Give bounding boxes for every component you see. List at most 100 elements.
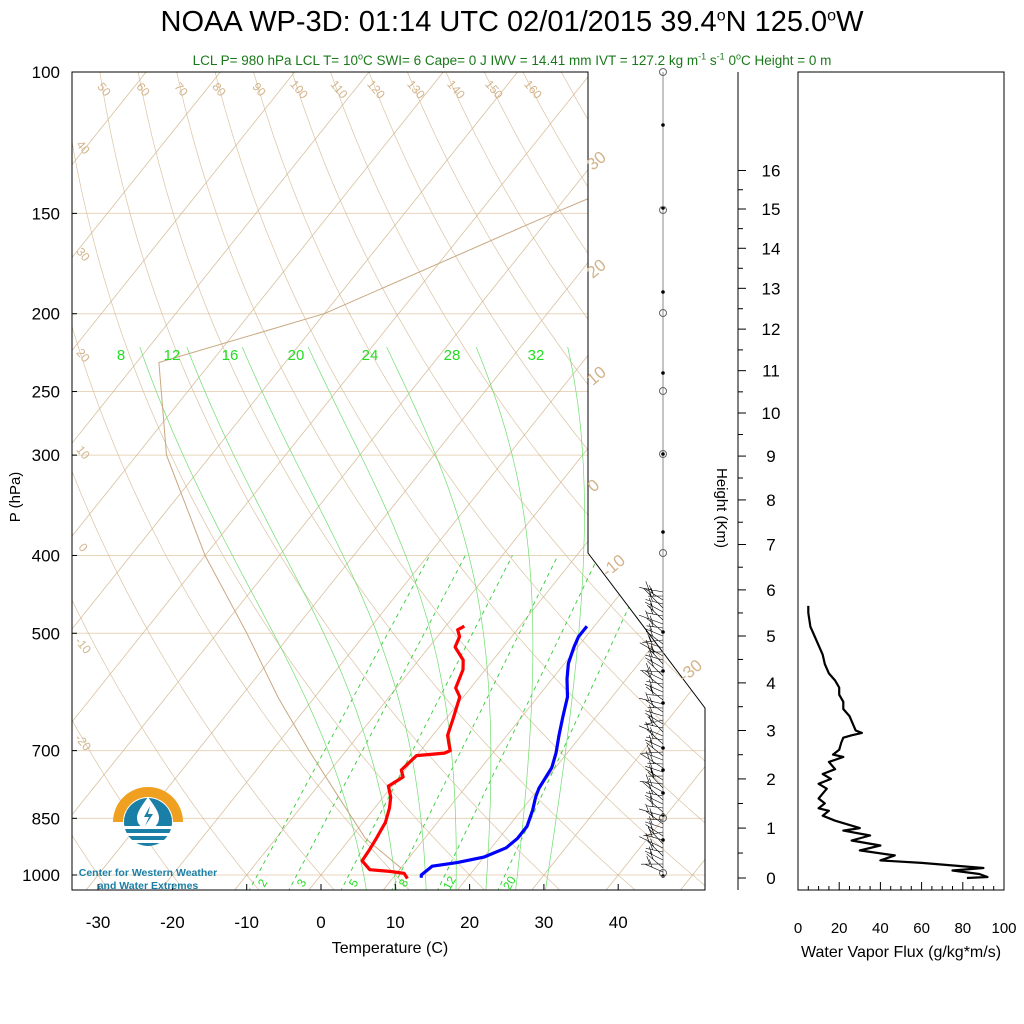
height-axis-title: Height (Km): [713, 468, 730, 548]
height-tick-label: 2: [766, 770, 775, 789]
temp-tick-label: 0: [316, 913, 325, 932]
logo-sun-arc: [113, 787, 183, 822]
height-tick-label: 16: [762, 161, 781, 180]
skewt-grid: [72, 72, 1024, 892]
moist-adiabat: [307, 346, 457, 890]
isotherm-line: [753, 72, 1024, 892]
temp-tick-label: 10: [386, 913, 405, 932]
flux-tick-label: 20: [831, 920, 848, 937]
mixing-ratio-bottom-label: 5: [346, 876, 362, 889]
flux-tick-label: 100: [991, 920, 1016, 937]
barb-calm-marker: [659, 869, 667, 877]
mixing-ratio-top-label: 12: [164, 347, 181, 364]
mixing-ratio-top-label: 32: [528, 347, 545, 364]
dry-adiabat: [72, 72, 337, 890]
barb-point-marker: [661, 768, 665, 772]
dry-adiabat: [291, 72, 705, 890]
mixing-ratio-top-label: 20: [288, 347, 305, 364]
mixing-ratio-bottom-label: 8: [396, 876, 412, 889]
mixing-ratio-line: [496, 555, 654, 890]
flux-tick-label: 80: [954, 920, 971, 937]
isotherm-right-label: 10: [583, 362, 610, 389]
isotherm-right-label: 0: [584, 475, 603, 496]
pressure-tick-label: 850: [32, 809, 60, 828]
height-tick-label: 1: [766, 819, 775, 838]
isotherm-line: [72, 72, 593, 890]
barb-point-marker: [661, 123, 665, 127]
barb-point-marker: [661, 371, 665, 375]
height-tick-label: 8: [766, 491, 775, 510]
height-tick-label: 12: [762, 320, 781, 339]
temp-tick-label: 40: [609, 913, 628, 932]
parcel-path: [158, 72, 705, 876]
logo-line2: and Water Extremes: [98, 880, 199, 892]
dry-adiabat: [72, 72, 186, 890]
isotherm-left-label: 30: [73, 245, 93, 264]
height-tick-label: 9: [766, 447, 775, 466]
temp-tick-label: -10: [234, 913, 259, 932]
dry-adiabat: [72, 72, 261, 890]
isotherm-left-label: 10: [73, 443, 93, 462]
y-axis-title: P (hPa): [7, 472, 24, 523]
isotherm-right-label: 30: [583, 147, 610, 174]
chart-title: NOAA WP-3D: 01:14 UTC 02/01/2015 39.4oN …: [0, 6, 1024, 39]
barb-calm-marker: [659, 549, 667, 557]
temp-tick-label: 20: [460, 913, 479, 932]
isotherm-top-label: 160: [521, 77, 545, 102]
height-tick-label: 7: [766, 536, 775, 555]
wind-barbs-dense: [638, 581, 664, 873]
height-tick-label: 13: [762, 279, 781, 298]
mixing-ratio-bottom-label: 20: [500, 873, 519, 892]
isotherm-top-label: 100: [287, 77, 311, 102]
isotherm-top-label: 60: [133, 80, 153, 99]
profiles: [158, 72, 705, 880]
pressure-tick-label: 1000: [22, 866, 60, 885]
barb-point-marker: [661, 530, 665, 534]
flux-axis-title: Water Vapor Flux (g/kg*m/s): [801, 944, 1001, 961]
temp-tick-label: -30: [86, 913, 111, 932]
dry-adiabat: [72, 72, 412, 890]
dewpoint-profile: [419, 625, 589, 878]
barb-calm-marker: [659, 814, 667, 822]
height-tick-label: 5: [766, 627, 775, 646]
cw3e-logo: Center for Western Weather and Water Ext…: [79, 787, 217, 892]
isotherm-right-label: -10: [598, 551, 629, 581]
dry-adiabat: [637, 72, 705, 890]
moist-adiabat: [186, 346, 397, 890]
isotherm-line: [72, 72, 221, 890]
temp-tick-label: -20: [160, 913, 185, 932]
barb-point-marker: [661, 669, 665, 673]
isotherm-line: [72, 72, 370, 890]
isotherm-top-label: 110: [328, 78, 351, 102]
isotherm-top-label: 130: [404, 77, 428, 102]
flux-tick-label: 60: [913, 920, 930, 937]
pressure-tick-label: 200: [32, 305, 60, 324]
height-tick-label: 3: [766, 722, 775, 741]
isotherm-line: [72, 72, 667, 890]
dry-adiabat: [214, 72, 705, 890]
dry-adiabat: [137, 72, 638, 890]
barb-calm-marker: [659, 206, 667, 214]
pressure-tick-label: 400: [32, 546, 60, 565]
dry-adiabat: [99, 72, 563, 890]
dry-adiabat: [483, 72, 705, 890]
dry-adiabat: [715, 72, 1024, 892]
isotherm-line: [827, 72, 1024, 892]
isotherm-top-label: 140: [444, 77, 468, 102]
isotherm-left-label: 20: [73, 346, 93, 365]
isotherm-top-label: 80: [209, 80, 229, 99]
flux-panel: 0 20 40 60 80 100 Water Vapor Flux (g/kg*m/s): [794, 71, 1017, 961]
moist-adiabat: [139, 346, 368, 890]
moist-adiabat: [544, 346, 585, 890]
mixing-ratio-top-label: 16: [222, 347, 239, 364]
logo-line1: Center for Western Weather: [79, 867, 217, 879]
plot-frame: [71, 71, 706, 891]
barb-point-marker: [661, 701, 665, 705]
barb-calm-marker: [659, 68, 667, 76]
isotherm-line: [158, 72, 705, 890]
isotherm-line: [976, 72, 1024, 892]
height-tick-label: 15: [762, 200, 781, 219]
isotherm-line: [307, 72, 705, 890]
height-tick-label: 14: [762, 239, 781, 258]
dry-adiabat: [445, 72, 705, 890]
